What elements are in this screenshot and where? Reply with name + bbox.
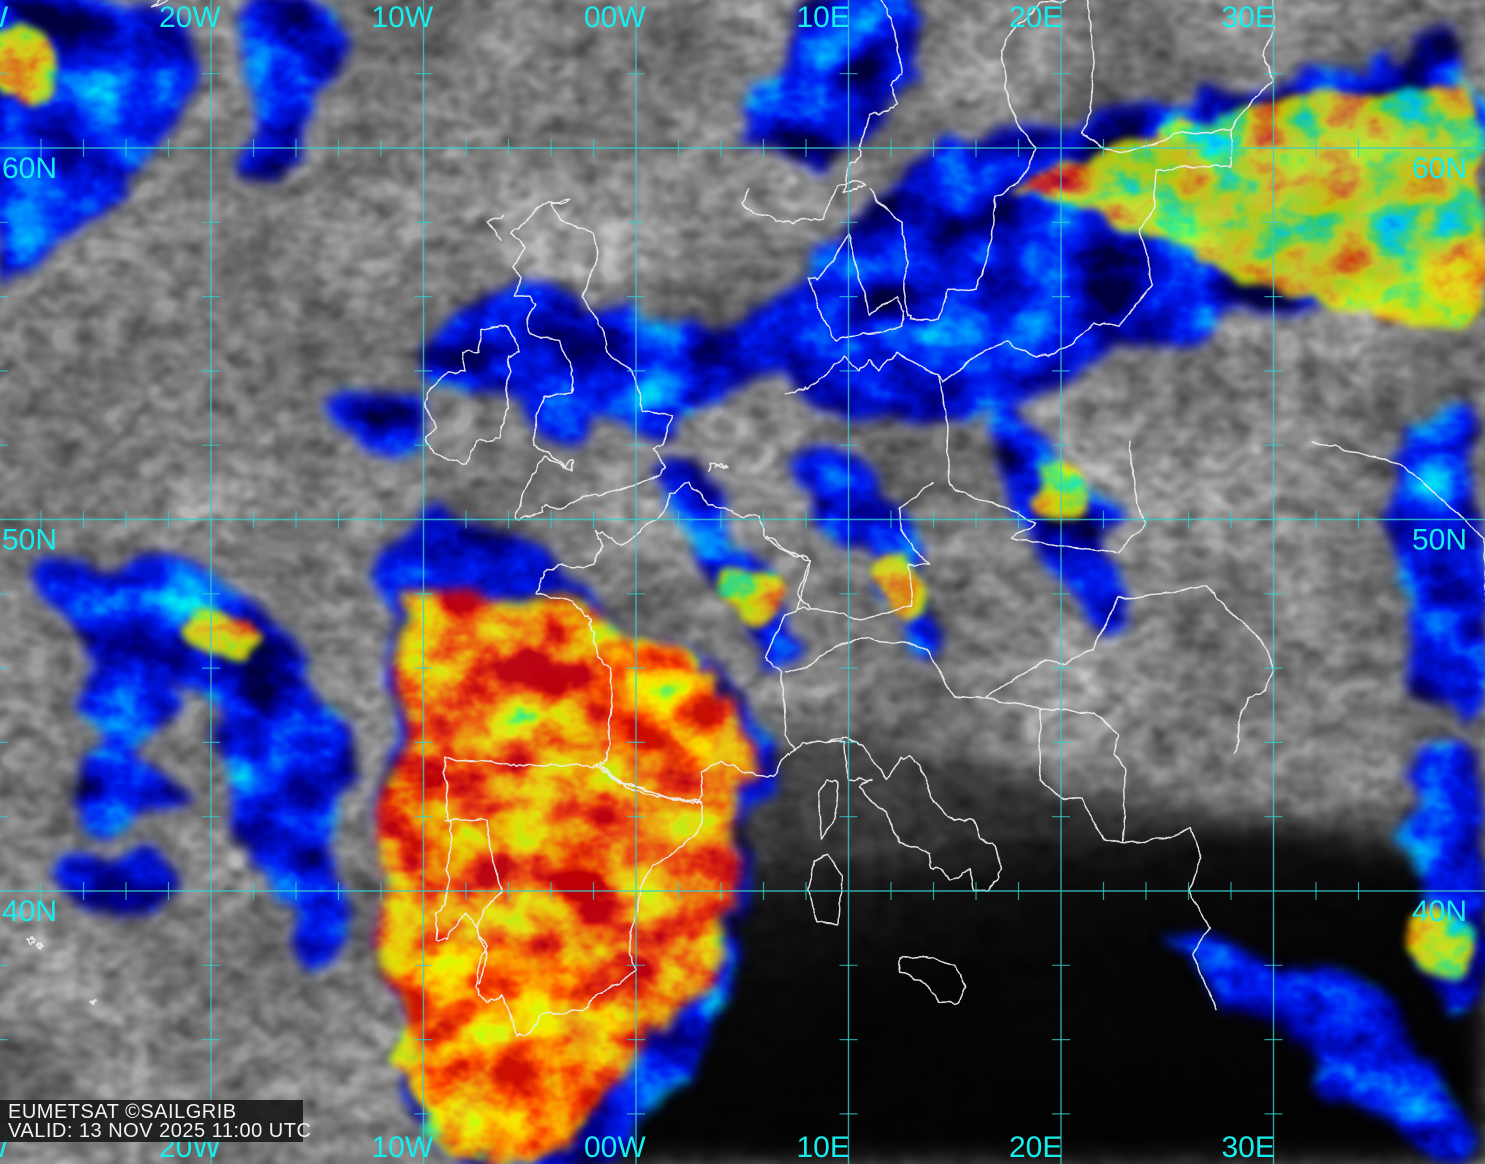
svg-text:VALID: 13 NOV 2025 11:00 UTC: VALID: 13 NOV 2025 11:00 UTC bbox=[8, 1120, 311, 1142]
